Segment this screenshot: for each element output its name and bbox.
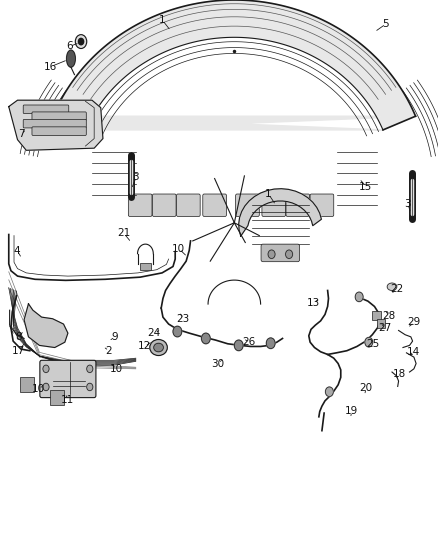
Text: 10: 10	[172, 244, 185, 254]
Text: 5: 5	[382, 19, 389, 29]
FancyBboxPatch shape	[286, 194, 310, 216]
Text: 10: 10	[110, 364, 123, 374]
Text: 18: 18	[393, 369, 406, 379]
Bar	[377, 319, 385, 328]
Circle shape	[87, 365, 93, 373]
Text: 13: 13	[307, 298, 320, 308]
Circle shape	[266, 338, 275, 349]
Text: 21: 21	[117, 229, 130, 238]
Text: 25: 25	[367, 339, 380, 349]
Text: 22: 22	[390, 284, 403, 294]
Text: 29: 29	[407, 318, 420, 327]
Text: 2: 2	[105, 346, 112, 356]
FancyBboxPatch shape	[20, 377, 34, 392]
Circle shape	[173, 326, 182, 337]
FancyBboxPatch shape	[23, 119, 86, 128]
Text: 30: 30	[212, 359, 225, 368]
FancyBboxPatch shape	[23, 105, 69, 114]
FancyBboxPatch shape	[262, 194, 286, 216]
Circle shape	[78, 38, 84, 45]
Text: 27: 27	[378, 323, 391, 333]
Circle shape	[325, 387, 333, 397]
Text: 16: 16	[44, 62, 57, 71]
Text: 28: 28	[382, 311, 396, 320]
Circle shape	[365, 337, 373, 347]
FancyBboxPatch shape	[152, 194, 176, 216]
Ellipse shape	[150, 340, 167, 356]
FancyBboxPatch shape	[32, 127, 86, 135]
Text: 7: 7	[18, 130, 25, 139]
FancyBboxPatch shape	[236, 194, 259, 216]
Text: 10: 10	[32, 384, 45, 394]
Circle shape	[87, 383, 93, 391]
Text: 17: 17	[12, 346, 25, 356]
FancyBboxPatch shape	[32, 112, 86, 120]
Ellipse shape	[387, 283, 397, 290]
Text: 6: 6	[66, 42, 73, 51]
Text: 1: 1	[265, 189, 272, 199]
Text: 24: 24	[148, 328, 161, 338]
FancyBboxPatch shape	[310, 194, 334, 216]
Circle shape	[75, 35, 87, 49]
Circle shape	[234, 340, 243, 351]
Text: 8: 8	[15, 332, 22, 342]
Text: 26: 26	[242, 337, 255, 347]
Text: 14: 14	[407, 347, 420, 357]
Polygon shape	[53, 0, 416, 130]
FancyBboxPatch shape	[40, 360, 96, 398]
Bar	[140, 263, 151, 270]
Text: 9: 9	[111, 332, 118, 342]
Text: 3: 3	[404, 199, 411, 208]
FancyBboxPatch shape	[261, 244, 300, 262]
Text: 12: 12	[138, 342, 151, 351]
Ellipse shape	[154, 343, 163, 352]
Polygon shape	[9, 100, 103, 150]
Circle shape	[286, 250, 293, 259]
FancyBboxPatch shape	[128, 194, 152, 216]
FancyBboxPatch shape	[50, 390, 64, 405]
Ellipse shape	[67, 50, 75, 67]
FancyBboxPatch shape	[177, 194, 200, 216]
Text: 15: 15	[359, 182, 372, 191]
Polygon shape	[239, 189, 321, 236]
Text: 23: 23	[177, 314, 190, 324]
Text: 20: 20	[359, 383, 372, 393]
Circle shape	[43, 365, 49, 373]
Text: 11: 11	[61, 395, 74, 405]
Circle shape	[43, 383, 49, 391]
Text: 3: 3	[132, 172, 139, 182]
Text: 19: 19	[345, 407, 358, 416]
Circle shape	[268, 250, 275, 259]
Text: 1: 1	[159, 15, 166, 25]
Circle shape	[355, 292, 363, 302]
FancyBboxPatch shape	[203, 194, 226, 216]
Circle shape	[201, 333, 210, 344]
Text: 4: 4	[13, 246, 20, 255]
Polygon shape	[24, 304, 68, 348]
Bar	[372, 311, 381, 320]
